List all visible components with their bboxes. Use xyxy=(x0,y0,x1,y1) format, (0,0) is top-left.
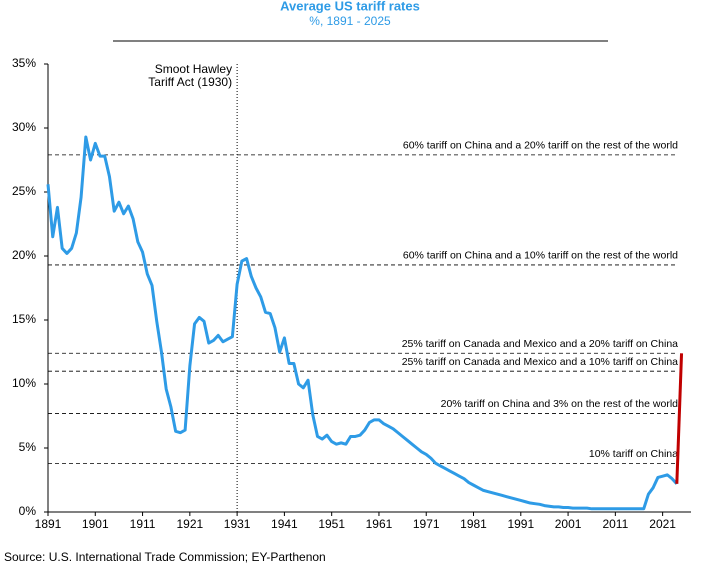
x-tick-label: 1961 xyxy=(366,517,393,531)
x-tick-label: 1931 xyxy=(224,517,251,531)
x-tick-label: 1911 xyxy=(130,517,156,531)
x-tick-label: 1941 xyxy=(271,517,298,531)
y-tick-label: 20% xyxy=(12,248,36,262)
reference-label: 60% tariff on China and a 10% tariff on … xyxy=(403,250,678,262)
y-tick-label: 35% xyxy=(12,56,36,70)
y-tick-label: 25% xyxy=(12,184,36,198)
x-tick-label: 1901 xyxy=(82,517,109,531)
y-tick-label: 5% xyxy=(19,440,37,454)
reference-label: 60% tariff on China and a 20% tariff on … xyxy=(403,140,678,152)
reference-label: 20% tariff on China and 3% on the rest o… xyxy=(441,398,679,410)
reference-label: 25% tariff on Canada and Mexico and a 10… xyxy=(402,356,678,368)
x-tick-label: 1981 xyxy=(460,517,487,531)
event-label: Smoot Hawley xyxy=(155,62,232,76)
x-tick-label: 1891 xyxy=(35,517,62,531)
series-line xyxy=(675,353,684,484)
series-line xyxy=(46,135,678,511)
x-tick-label: 1951 xyxy=(318,517,345,531)
reference-label: 10% tariff on China xyxy=(589,448,678,460)
y-tick-label: 15% xyxy=(12,312,36,326)
y-tick-label: 0% xyxy=(19,504,37,518)
chart-title: Average US tariff rates xyxy=(280,0,420,13)
y-tick-label: 10% xyxy=(12,376,36,390)
source: Source: U.S. International Trade Commiss… xyxy=(4,550,326,564)
x-tick-label: 2011 xyxy=(602,517,628,531)
reference-label: 25% tariff on Canada and Mexico and a 20… xyxy=(402,338,678,350)
event-label: Tariff Act (1930) xyxy=(148,75,232,89)
x-tick-label: 1921 xyxy=(176,517,203,531)
x-tick-label: 2021 xyxy=(649,517,676,531)
chart-subtitle: %, 1891 - 2025 xyxy=(309,14,391,28)
x-tick-label: 1991 xyxy=(507,517,534,531)
x-tick-label: 1971 xyxy=(413,517,440,531)
y-tick-label: 30% xyxy=(12,120,36,134)
x-tick-label: 2001 xyxy=(555,517,582,531)
